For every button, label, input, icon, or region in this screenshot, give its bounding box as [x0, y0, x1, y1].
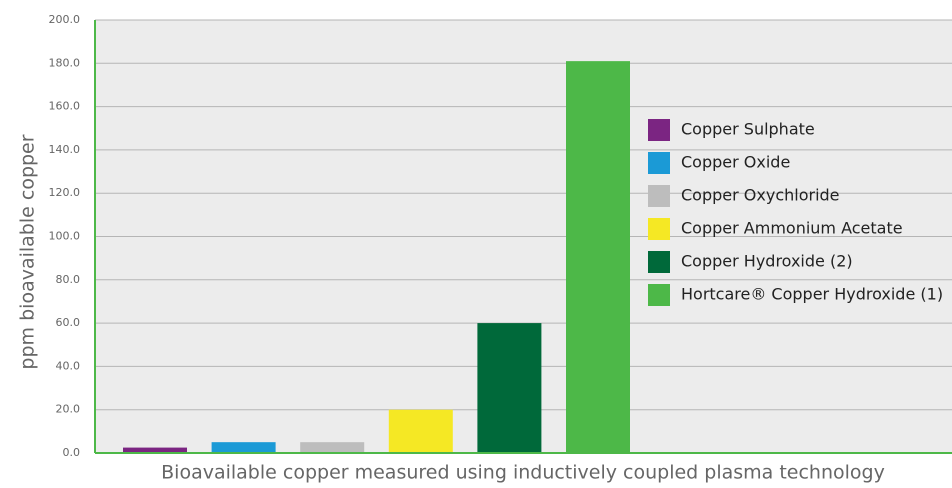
- y-tick-label: 60.0: [56, 316, 81, 329]
- y-tick-label: 40.0: [56, 359, 81, 372]
- legend-label: Copper Hydroxide (2): [681, 252, 853, 271]
- bar: [211, 442, 276, 453]
- x-axis-title: Bioavailable copper measured using induc…: [161, 462, 885, 484]
- y-tick-label: 120.0: [49, 186, 81, 199]
- y-tick-label: 20.0: [56, 403, 81, 416]
- legend-swatch: [648, 185, 670, 207]
- bar: [300, 442, 365, 453]
- y-tick-label: 180.0: [49, 56, 81, 69]
- y-tick-label: 140.0: [49, 143, 81, 156]
- y-tick-label: 100.0: [49, 230, 81, 243]
- legend-label: Copper Ammonium Acetate: [681, 219, 903, 238]
- y-tick-label: 0.0: [63, 446, 81, 459]
- legend-swatch: [648, 284, 670, 306]
- legend-swatch: [648, 251, 670, 273]
- legend-label: Copper Oxide: [681, 153, 790, 172]
- legend-label: Hortcare® Copper Hydroxide (1): [681, 285, 943, 304]
- bar: [388, 409, 453, 453]
- y-axis-title: ppm bioavailable copper: [17, 134, 39, 369]
- bar: [123, 447, 187, 453]
- legend-swatch: [648, 119, 670, 141]
- bar: [477, 323, 542, 453]
- legend-label: Copper Sulphate: [681, 120, 815, 139]
- y-tick-label: 160.0: [49, 100, 81, 113]
- legend-swatch: [648, 152, 670, 174]
- legend-swatch: [648, 218, 670, 240]
- y-tick-label: 80.0: [56, 273, 81, 286]
- legend-label: Copper Oxychloride: [681, 186, 840, 205]
- bar: [566, 61, 630, 453]
- y-tick-label: 200.0: [49, 13, 81, 26]
